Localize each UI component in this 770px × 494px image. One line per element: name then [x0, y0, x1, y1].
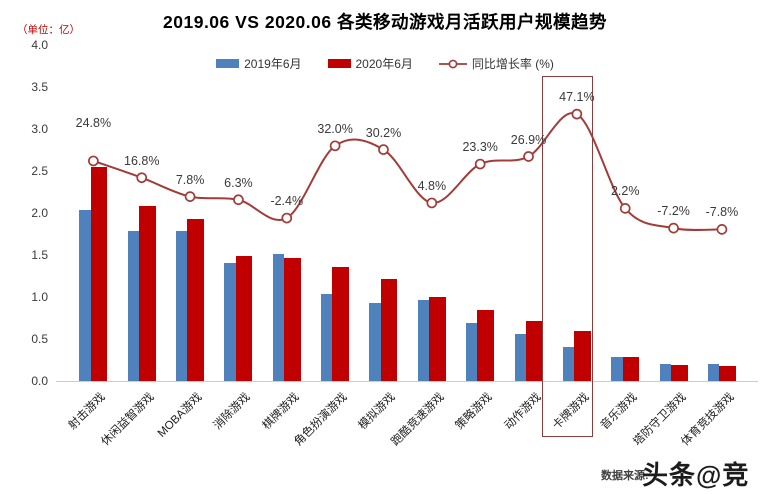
legend-item-2019: 2019年6月 — [216, 55, 302, 72]
growth-value-label: 32.0% — [317, 121, 353, 136]
bar-2019-7 — [369, 302, 381, 381]
legend-item-2020: 2020年6月 — [327, 55, 413, 72]
bar-2019-11 — [562, 347, 575, 381]
source-label: 数据来源: — [601, 470, 649, 482]
bar-2020-11 — [574, 331, 591, 381]
bar-2020-12 — [622, 356, 640, 381]
bar-2020-2 — [139, 206, 156, 381]
growth-point-12 — [619, 203, 631, 214]
y-axis-tick-label: 4.0 — [31, 38, 48, 52]
bar-2020-13 — [670, 365, 688, 381]
bar-2020-1 — [90, 166, 108, 381]
growth-point-11 — [571, 108, 583, 120]
bar-2019-12 — [611, 357, 623, 381]
y-axis-tick-label: 3.5 — [31, 80, 48, 94]
growth-value-label: -2.4% — [270, 194, 304, 209]
growth-point-1 — [88, 155, 99, 167]
growth-value-label: 24.8% — [75, 115, 112, 130]
bar-2019-3 — [176, 230, 188, 381]
bar-2019-9 — [466, 323, 478, 381]
y-axis-tick-label: 1.0 — [31, 290, 48, 304]
growth-value-label: 6.3% — [224, 175, 253, 190]
growth-point-7 — [378, 144, 389, 155]
legend-label-2020: 2020年6月 — [355, 57, 413, 71]
growth-value-label: 2.2% — [610, 184, 640, 199]
y-axis-tick-label: 0.0 — [31, 374, 48, 388]
bar-2020-14 — [719, 365, 736, 381]
bar-2019-5 — [272, 254, 285, 381]
growth-point-9 — [474, 158, 486, 170]
bar-2020-4 — [235, 255, 253, 381]
bar-2020-6 — [332, 266, 350, 381]
bar-2020-8 — [429, 297, 446, 381]
growth-value-label: 26.9% — [510, 132, 547, 147]
growth-point-6 — [329, 140, 341, 152]
growth-value-label: 30.2% — [365, 125, 402, 140]
growth-value-label: 4.8% — [417, 178, 447, 193]
bar-2019-10 — [514, 333, 526, 381]
growth-value-label: 7.8% — [175, 172, 205, 187]
bar-2019-2 — [127, 231, 140, 381]
bar-2020-5 — [284, 257, 301, 381]
growth-value-label: -7.8% — [705, 205, 739, 220]
growth-point-8 — [426, 197, 438, 209]
legend-line-marker-icon — [438, 59, 467, 69]
x-axis-line — [56, 381, 758, 382]
growth-point-2 — [136, 172, 148, 184]
y-axis-tick-label: 3.0 — [31, 122, 48, 136]
bar-2020-9 — [477, 309, 495, 381]
y-axis-tick-label: 2.0 — [31, 206, 48, 220]
bar-2019-8 — [417, 300, 430, 381]
legend-label-2019: 2019年6月 — [244, 57, 302, 71]
bar-2019-4 — [224, 263, 236, 381]
legend-label-growth: 同比增长率 (%) — [471, 57, 554, 71]
highlight-box — [541, 76, 593, 437]
chart-title: 2019.06 VS 2020.06 各类移动游戏月活跃用户规模趋势 — [163, 12, 607, 32]
unit-label: （单位：亿） — [17, 24, 80, 36]
bar-2020-10 — [525, 321, 543, 381]
legend-item-growth: 同比增长率 (%) — [438, 55, 554, 72]
legend: 2019年6月 2020年6月 同比增长率 (%) — [0, 55, 770, 72]
y-axis-tick-label: 2.5 — [31, 164, 48, 178]
bar-2020-7 — [380, 279, 398, 381]
growth-point-13 — [668, 222, 679, 234]
growth-point-4 — [233, 194, 244, 206]
watermark: 头条@竞核 — [642, 460, 750, 490]
y-axis-tick-label: 0.5 — [31, 332, 48, 346]
growth-point-10 — [523, 151, 534, 162]
bar-2019-6 — [321, 294, 333, 381]
growth-point-5 — [281, 212, 293, 224]
y-axis-tick-label: 1.5 — [31, 248, 48, 262]
bar-2019-13 — [659, 364, 671, 381]
bar-2019-14 — [707, 364, 720, 381]
growth-line — [93, 111, 722, 232]
growth-value-label: 23.3% — [462, 140, 498, 155]
growth-point-14 — [716, 224, 728, 235]
growth-point-3 — [184, 191, 196, 202]
growth-value-label: 16.8% — [123, 153, 160, 168]
growth-value-label: 47.1% — [559, 90, 595, 105]
legend-swatch-2019 — [216, 59, 240, 68]
bar-2020-3 — [187, 218, 205, 381]
bar-2019-1 — [79, 209, 91, 381]
growth-value-label: -7.2% — [657, 204, 690, 219]
legend-swatch-2020 — [327, 59, 351, 68]
